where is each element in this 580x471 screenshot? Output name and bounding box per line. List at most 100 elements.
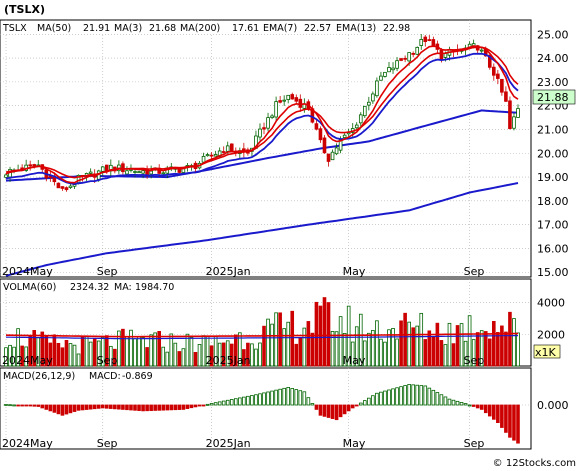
macd-bar [443,396,448,406]
volume-bar [411,327,415,367]
legend-ma50-label: MA(50) [37,23,71,34]
legend-ema7-value: 22.57 [304,23,331,34]
macd-bar [463,403,468,406]
volume-bar [508,311,512,367]
volume-bar [298,337,303,367]
volume-bar [258,342,262,367]
macd-bar [209,403,214,406]
candle [367,96,371,111]
volume-bar [439,340,444,367]
price-legend: TSLX MA(50) 21.91 MA(3) 21.68 MA(200) 17… [1,21,410,34]
candle [326,153,331,167]
volume-bar [189,336,194,367]
macd-bar [294,389,299,406]
volume-bar [145,347,149,367]
legend-macd-label: MACD(26,12,9) [3,371,75,382]
volume-bar [326,302,331,367]
x-tick-label: Sep [464,437,485,450]
candle [213,150,218,157]
candle [330,149,335,161]
volume-bar [141,337,145,367]
legend-ticker: TSLX [2,23,27,34]
macd-bar [84,404,89,410]
legend-ema13-label: EMA(13) [336,23,376,34]
macd-bar [197,404,202,407]
volume-bar [310,332,315,367]
macd-bar [435,392,440,406]
macd-bar [363,400,367,406]
legend-volma-ma-value: 1984.70 [135,282,174,293]
legend-volma-ma-label: MA: [114,282,132,293]
volume-bar [72,344,77,367]
macd-bar [141,404,145,412]
x-tick-label: 2024May [2,265,53,278]
macd-bar [415,384,420,406]
macd-bar [423,385,428,406]
macd-legend: MACD(26,12,9) MACD: -0.869 [3,371,153,382]
volume-bar [363,340,367,367]
macd-bar [12,404,16,407]
volume-bar [209,345,214,367]
candle [383,71,387,78]
volume-bar [435,322,440,367]
volume-bar [233,334,238,367]
volume-bars-layer [4,297,520,367]
volume-bar [197,344,202,367]
macd-bar [36,404,41,407]
volume-bar [129,329,133,367]
volume-bar [342,333,347,367]
macd-bar [24,404,28,407]
macd-bar [242,396,246,406]
macd-bar [516,404,520,444]
volume-x-axis: 2024May Sep 2025Jan May Sep [2,354,484,367]
volume-bar [225,340,230,367]
candle [290,92,295,100]
volume-bar [286,321,291,367]
volume-bar [387,329,391,367]
ema13-line [5,46,519,179]
macd-bar [346,404,351,412]
volume-bar [395,338,399,367]
volume-panel: 2000 4000 2024May Sep 2025Jan May Sep x1K VOL… [0,278,565,367]
candle [205,152,210,157]
macd-bar [262,392,266,406]
volume-unit-badge: x1K [533,344,561,359]
volume-bar [492,321,496,367]
candle [64,186,69,192]
macd-bar [213,402,218,406]
macd-bar [427,387,432,406]
volume-bar [354,326,359,367]
candle [379,71,383,81]
volume-bar [100,336,105,367]
price-tick-label: 24.00 [537,52,569,65]
macd-bar [157,404,161,411]
ma3-line-layer [5,52,519,186]
volume-bar [423,339,428,367]
volume-bar [117,330,121,367]
macd-bar [117,404,121,410]
legend-ma3-label: MA(3) [114,23,142,34]
volume-bar [306,321,311,367]
volume-bar [427,330,432,367]
candle [516,104,520,118]
candle [229,143,234,153]
volume-bar [262,325,266,367]
candle [399,57,403,62]
macd-bar [109,404,113,409]
candle [387,61,391,73]
price-x-axis: 2024May Sep 2025Jan May Sep [2,265,484,278]
macd-bar [383,390,387,406]
volume-tick-label: 2000 [537,328,565,341]
macd-bar [290,388,295,406]
candle [294,94,299,105]
macd-bar [455,400,460,406]
volume-bar [383,341,387,367]
macd-bar [302,391,307,406]
legend-volma-value: 2324.32 [70,282,109,293]
candle [258,123,262,141]
volume-bar [48,342,53,367]
volume-bar [322,297,327,367]
macd-bar [121,404,125,410]
macd-bar [28,404,32,407]
volume-bar [133,338,137,367]
